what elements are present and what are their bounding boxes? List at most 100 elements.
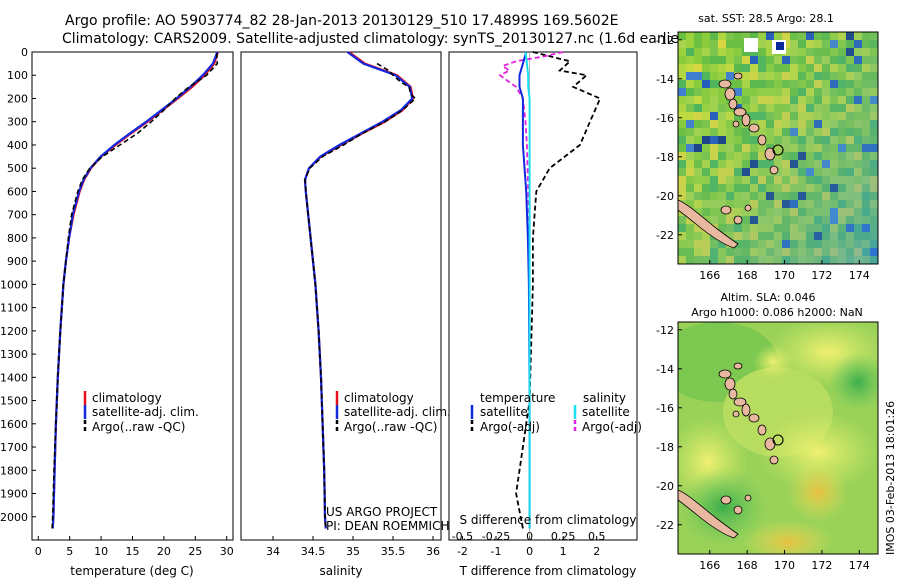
temperature-x-tick-label: 30	[220, 545, 234, 558]
legend-label-climatology: climatology	[92, 391, 162, 405]
s-difference-tick-label: -0.5	[452, 530, 473, 543]
s-difference-xlabel: S difference from climatology	[460, 513, 637, 527]
lon-tick-label: 174	[849, 559, 870, 572]
temperature-series-line	[51, 51, 219, 529]
t-difference-x-tick-label: -2	[457, 545, 468, 558]
island	[748, 123, 760, 133]
lat-tick-label: -12	[656, 324, 674, 337]
island	[744, 494, 752, 502]
depth-tick-label: 1100	[0, 302, 28, 315]
legend-label-climatology: climatology	[344, 391, 414, 405]
depth-tick-label: 700	[7, 209, 28, 222]
difference-plot: -2 -1 0 1 2-0.5 -0.25 0 0.25 0.5	[452, 51, 606, 558]
island	[741, 403, 751, 417]
island	[757, 424, 767, 436]
island	[733, 72, 743, 80]
depth-tick-label: 100	[7, 69, 28, 82]
legend-heading-temperature: temperature	[480, 391, 555, 405]
landmass	[678, 199, 739, 249]
s-difference-tick-label: 0.25	[551, 530, 576, 543]
lon-tick-label: 172	[811, 269, 832, 282]
legend-label-s-argo: Argo(-adj)	[582, 420, 642, 434]
temperature-x-tick-label: 10	[94, 545, 108, 558]
temperature-x-tick-label: 25	[188, 545, 202, 558]
legend-heading-salinity: salinity	[583, 391, 626, 405]
salinity-xlabel: salinity	[319, 564, 362, 578]
title-line-2: Climatology: CARS2009. Satellite-adjuste…	[62, 31, 690, 47]
lat-tick-label: -14	[656, 73, 674, 86]
sla-map-subtitle: Argo h1000: 0.086 h2000: NaN	[691, 306, 863, 319]
s-difference-tick-label: -0.25	[482, 530, 510, 543]
island	[769, 165, 779, 175]
lat-tick-label: -12	[656, 34, 674, 47]
island	[744, 204, 752, 212]
s-difference-tick-label: 0.5	[588, 530, 606, 543]
depth-tick-label: 200	[7, 92, 28, 105]
lon-tick-label: 170	[774, 559, 795, 572]
island	[741, 113, 751, 127]
t-difference-x-tick-label: 2	[593, 545, 600, 558]
depth-tick-label: 900	[7, 255, 28, 268]
salinity-x-tick-label: 34	[266, 545, 280, 558]
lon-tick-label: 168	[737, 559, 758, 572]
imos-timestamp: IMOS 03-Feb-2013 18:01:26	[884, 401, 897, 555]
depth-tick-label: 600	[7, 185, 28, 198]
lat-tick-label: -22	[656, 519, 674, 532]
temperature-legend: climatology satellite-adj. clim. Argo(..…	[83, 391, 199, 434]
island	[732, 410, 740, 418]
lat-tick-label: -22	[656, 229, 674, 242]
lat-tick-label: -20	[656, 190, 674, 203]
island	[728, 98, 738, 110]
argo-float-marker	[772, 144, 784, 156]
salinity-axes	[240, 51, 442, 541]
project-annotation-line-1: US ARGO PROJECT	[326, 505, 438, 519]
depth-tick-label: 1700	[0, 441, 28, 454]
lon-tick-label: 170	[774, 269, 795, 282]
lon-tick-label: 166	[699, 269, 720, 282]
temperature-xlabel: temperature (deg C)	[70, 564, 193, 578]
depth-tick-label: 1200	[0, 325, 28, 338]
project-annotation-line-2: PI: DEAN ROEMMICH	[326, 519, 449, 533]
island	[720, 205, 732, 215]
temperature-x-tick-label: 20	[157, 545, 171, 558]
sla-map-axes: 166 168 170 172 174 -12 -14 -16 -18 -20 -22	[656, 324, 870, 572]
temperature-x-tick-label: 5	[66, 545, 73, 558]
island	[733, 362, 743, 370]
legend-label-s-satellite: satellite	[582, 405, 630, 419]
legend-label-t-satellite: satellite	[480, 405, 528, 419]
difference-series-line	[515, 51, 602, 529]
salinity-x-tick-label: 34.5	[301, 545, 326, 558]
legend-label-argo: Argo(..raw -QC)	[344, 420, 437, 434]
depth-tick-label: 1300	[0, 348, 28, 361]
depth-tick-label: 1500	[0, 395, 28, 408]
title-line-1: Argo profile: AO 5903774_82 28-Jan-2013 …	[65, 13, 618, 29]
salinity-legend: climatology satellite-adj. clim. Argo(..…	[335, 391, 451, 434]
depth-tick-label: 300	[7, 116, 28, 129]
island	[769, 455, 779, 465]
lat-tick-label: -16	[656, 112, 674, 125]
island	[748, 413, 760, 423]
depth-tick-label: 0	[21, 46, 28, 59]
t-difference-x-tick-label: -1	[491, 545, 502, 558]
depth-tick-label: 1400	[0, 371, 28, 384]
lat-tick-label: -18	[656, 151, 674, 164]
difference-legend: temperature salinity satellite Argo(-adj…	[470, 391, 642, 434]
depth-tick-label: 1600	[0, 418, 28, 431]
island	[757, 134, 767, 146]
island	[733, 215, 743, 225]
t-difference-x-tick-label: 0	[526, 545, 533, 558]
salinity-x-tick-label: 35	[346, 545, 360, 558]
depth-tick-label: 2000	[0, 511, 28, 524]
salinity-x-tick-label: 35.5	[381, 545, 406, 558]
island	[718, 369, 732, 379]
lon-tick-label: 174	[849, 269, 870, 282]
island	[720, 495, 732, 505]
legend-label-satellite: satellite-adj. clim.	[92, 405, 199, 419]
island	[724, 377, 736, 391]
depth-tick-label: 800	[7, 232, 28, 245]
legend-label-t-argo: Argo(-adj)	[480, 420, 540, 434]
depth-tick-label: 500	[7, 162, 28, 175]
argo-float-marker	[772, 434, 784, 446]
island	[732, 120, 740, 128]
